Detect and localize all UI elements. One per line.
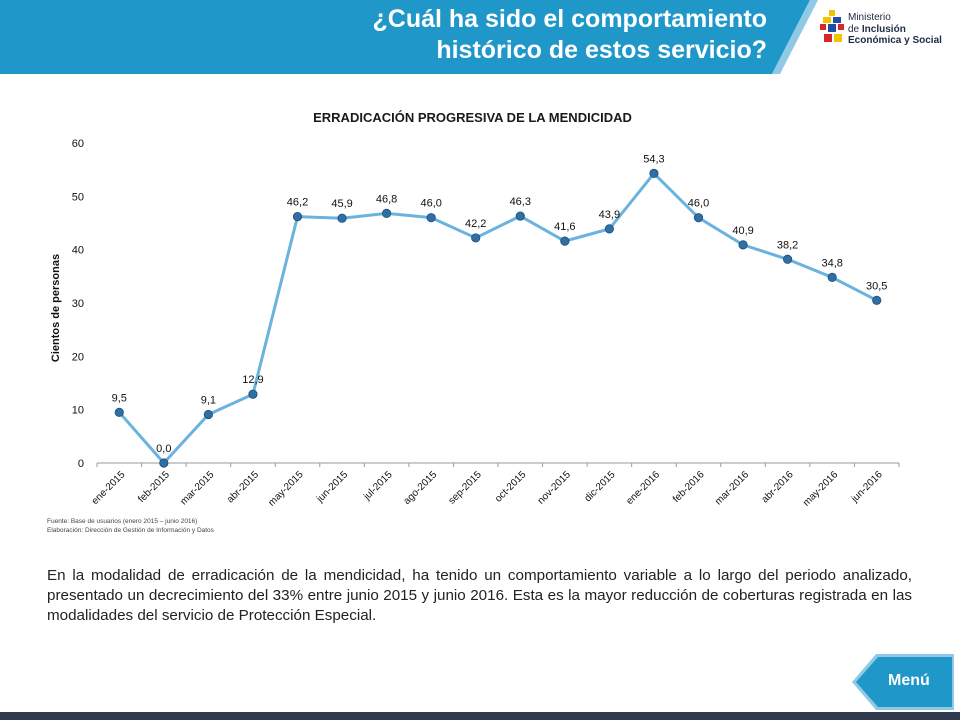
y-tick-label: 20 <box>72 351 84 363</box>
data-label: 40,9 <box>732 225 753 237</box>
data-label: 0,0 <box>156 443 171 455</box>
y-tick-label: 40 <box>72 245 84 257</box>
data-point <box>738 240 748 250</box>
data-point <box>827 272 837 282</box>
data-label: 46,3 <box>510 196 531 208</box>
x-tick-label: ene-2015 <box>90 469 128 507</box>
header-shape <box>0 0 818 74</box>
data-point <box>649 168 659 179</box>
data-label: 43,9 <box>599 209 620 221</box>
page-title: ¿Cuál ha sido el comportamiento históric… <box>373 4 768 66</box>
menu-button[interactable]: Menú <box>852 654 954 710</box>
ministry-logo: Ministerio de Inclusión Económica y Soci… <box>820 10 955 60</box>
x-tick-label: mar-2016 <box>713 469 751 507</box>
data-label: 12,9 <box>242 374 263 386</box>
x-tick-label: feb-2016 <box>671 469 707 505</box>
x-tick-label: abr-2015 <box>225 469 261 505</box>
x-tick-label: nov-2015 <box>536 469 574 507</box>
y-tick-label: 60 <box>72 138 84 150</box>
y-tick-label: 50 <box>72 191 84 203</box>
x-tick-label: abr-2016 <box>760 469 796 505</box>
logo-text: Ministerio de Inclusión Económica y Soci… <box>848 12 942 47</box>
x-tick-label: may-2016 <box>801 469 841 509</box>
data-point <box>382 208 392 219</box>
data-label: 30,5 <box>866 280 887 292</box>
chart-area: ERRADICACIÓN PROGRESIVA DE LA MENDICIDAD… <box>0 90 960 550</box>
data-label: 46,8 <box>376 193 397 205</box>
data-label: 9,5 <box>112 392 127 404</box>
logo-line-3: Económica y Social <box>848 35 942 46</box>
data-label: 9,1 <box>201 394 216 406</box>
data-point <box>203 409 213 420</box>
data-label: 46,0 <box>688 198 709 210</box>
data-label: 38,2 <box>777 239 798 251</box>
data-label: 34,8 <box>821 257 842 269</box>
data-point <box>560 236 570 246</box>
logo-emblem-icon <box>820 10 844 42</box>
series-line <box>118 171 878 465</box>
x-tick-label: jul-2015 <box>361 469 395 503</box>
data-point <box>471 233 481 243</box>
data-point <box>693 213 704 223</box>
data-label: 41,6 <box>554 221 575 233</box>
data-point <box>604 224 614 234</box>
x-tick-label: dic-2015 <box>583 469 618 504</box>
data-label: 46,2 <box>287 197 308 209</box>
data-point <box>159 458 169 468</box>
y-tick-label: 30 <box>72 298 84 310</box>
x-tick-label: mar-2015 <box>178 469 216 507</box>
data-point <box>248 389 258 399</box>
data-point <box>872 295 882 305</box>
x-tick-label: sep-2015 <box>447 469 485 507</box>
data-label: 54,3 <box>643 153 664 165</box>
data-label: 46,0 <box>420 198 441 210</box>
footer-bar <box>0 712 960 720</box>
x-tick-label: feb-2015 <box>136 469 172 505</box>
x-tick-label: ene-2016 <box>624 469 662 507</box>
data-point <box>337 213 347 223</box>
title-line-1: ¿Cuál ha sido el comportamiento <box>372 5 768 33</box>
x-tick-label: may-2015 <box>266 469 306 509</box>
data-label: 42,2 <box>465 218 486 230</box>
header-banner: ¿Cuál ha sido el comportamiento históric… <box>0 0 960 74</box>
data-point <box>426 213 436 223</box>
data-point <box>783 254 793 264</box>
x-tick-label: ago-2015 <box>402 469 440 507</box>
data-label: 45,9 <box>331 198 352 210</box>
logo-line-2-prefix: de <box>848 23 862 35</box>
chart-title: ERRADICACIÓN PROGRESIVA DE LA MENDICIDAD <box>313 110 632 125</box>
x-tick-label: jun-2016 <box>849 469 885 505</box>
y-tick-label: 0 <box>78 458 84 470</box>
elaboration-note: Elaboración: Dirección de Gestión de Inf… <box>47 527 214 534</box>
logo-line-2-bold: Inclusión <box>861 23 906 35</box>
source-note: Fuente: Base de usuarios (enero 2015 – j… <box>47 518 198 525</box>
data-point <box>114 407 124 417</box>
x-tick-label: jun-2015 <box>314 469 350 505</box>
description-paragraph: En la modalidad de erradicación de la me… <box>47 567 912 624</box>
menu-button-label: Menú <box>888 672 930 689</box>
data-point <box>292 212 303 222</box>
data-point <box>515 211 525 221</box>
title-line-2: histórico de estos servicio? <box>436 36 767 64</box>
menu-arrow-icon <box>852 654 954 710</box>
y-tick-label: 10 <box>72 405 84 417</box>
logo-line-1: Ministerio <box>848 12 891 23</box>
x-tick-label: oct-2015 <box>493 469 529 505</box>
